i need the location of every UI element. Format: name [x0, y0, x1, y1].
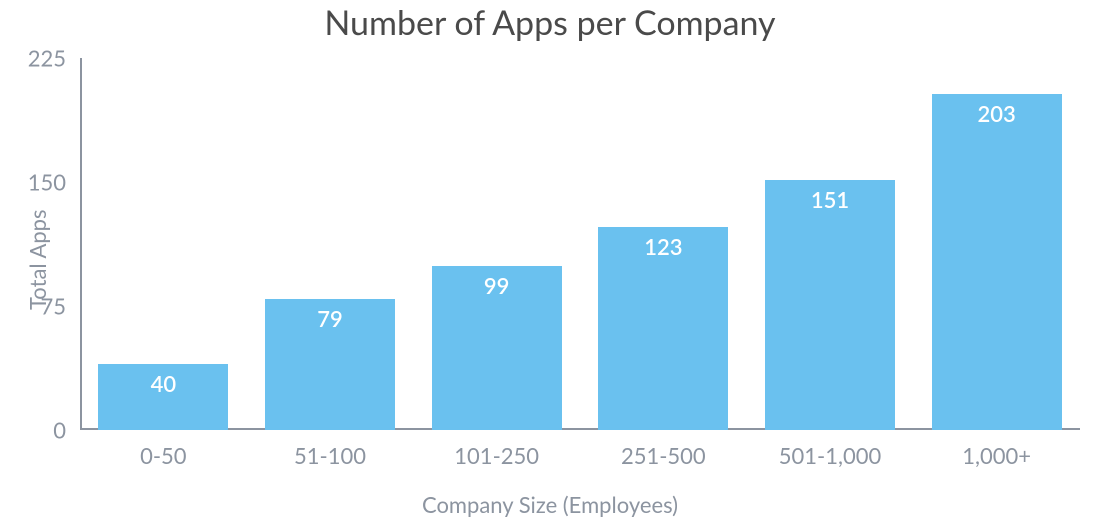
x-axis-label: Company Size (Employees): [0, 491, 1100, 518]
plot-area: 075150225400-507951-10099101-250123251-5…: [80, 58, 1080, 430]
x-tick-label: 251-500: [621, 442, 706, 469]
x-tick-label: 501-1,000: [779, 442, 882, 469]
bar-value-label: 40: [98, 370, 228, 397]
bar: 203: [932, 94, 1062, 430]
bar-value-label: 151: [765, 186, 895, 213]
y-tick-label: 150: [6, 169, 66, 196]
chart-title: Number of Apps per Company: [0, 2, 1100, 43]
x-tick-label: 1,000+: [962, 442, 1031, 469]
y-axis-line: [80, 58, 82, 430]
bar-value-label: 203: [932, 100, 1062, 127]
y-tick-label: 75: [6, 293, 66, 320]
bar: 151: [765, 180, 895, 430]
bar: 123: [598, 227, 728, 430]
x-tick-label: 0-50: [140, 442, 186, 469]
bar: 79: [265, 299, 395, 430]
bar: 99: [432, 266, 562, 430]
bar-value-label: 123: [598, 233, 728, 260]
x-tick-label: 101-250: [454, 442, 539, 469]
y-tick-label: 225: [6, 45, 66, 72]
bar: 40: [98, 364, 228, 430]
y-tick-label: 0: [6, 417, 66, 444]
bar-value-label: 99: [432, 272, 562, 299]
x-tick-label: 51-100: [294, 442, 366, 469]
bar-value-label: 79: [265, 305, 395, 332]
x-axis-line: [80, 428, 1080, 430]
